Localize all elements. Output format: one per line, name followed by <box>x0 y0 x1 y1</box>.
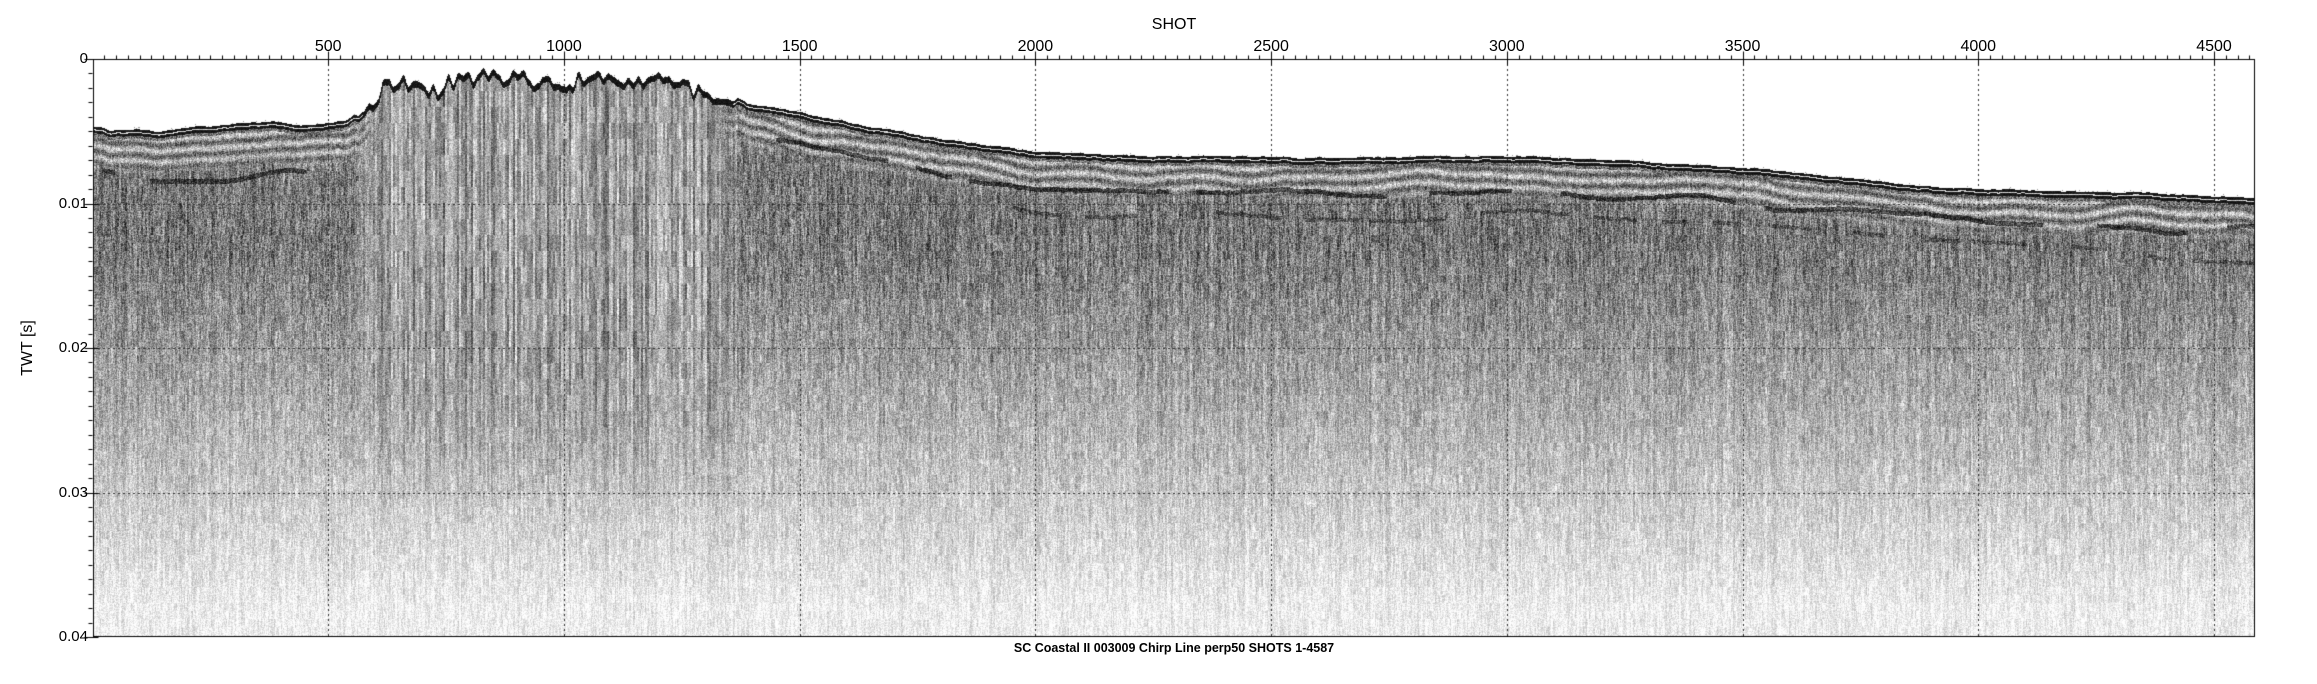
y-tick-label: 0.03 <box>58 483 88 501</box>
x-tick-label: 3500 <box>1724 38 1761 55</box>
x-tick-label: 2500 <box>1253 38 1289 55</box>
y-tick-label: 0 <box>79 50 88 67</box>
x-tick-label: 500 <box>314 38 342 55</box>
y-tick-label: 0.02 <box>58 339 88 356</box>
x-tick-label: 2000 <box>1017 38 1054 55</box>
x-tick-label: 3000 <box>1489 38 1525 55</box>
figure-caption: SC Coastal II 003009 Chirp Line perp50 S… <box>1013 641 1335 655</box>
x-tick-label: 1000 <box>546 38 582 55</box>
x-axis-title: SHOT <box>1151 16 1197 33</box>
x-tick-label: 4000 <box>1960 38 1997 55</box>
y-tick-label: 0.04 <box>58 628 88 645</box>
x-tick-label: 1500 <box>781 38 818 55</box>
x-tick-label: 4500 <box>2196 38 2232 55</box>
y-tick-label: 0.01 <box>58 194 88 212</box>
